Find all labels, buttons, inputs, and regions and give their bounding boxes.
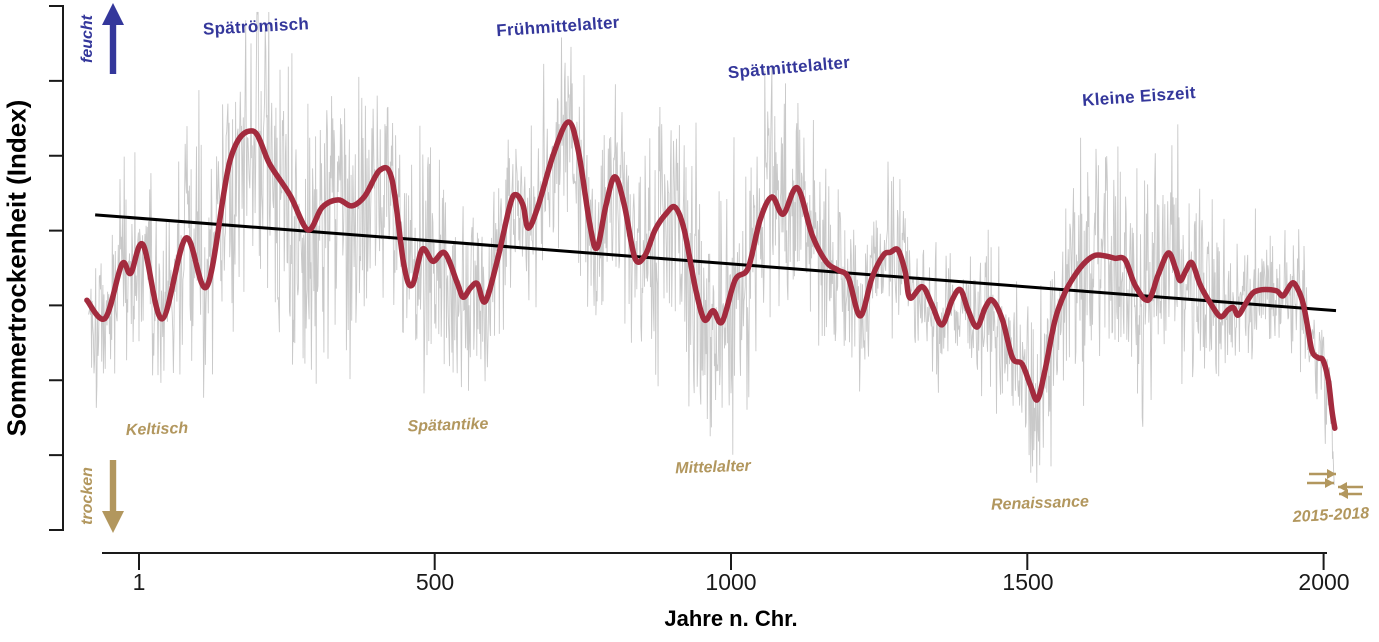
x-axis-title: Jahre n. Chr. xyxy=(664,606,798,631)
highlight-arrow-right-1-head xyxy=(1325,478,1334,488)
x-axis xyxy=(102,552,1327,570)
x-tick-label-1000: 1000 xyxy=(705,569,757,595)
x-tick-label-1: 1 xyxy=(132,569,146,595)
period-label-renaissance: Renaissance xyxy=(990,493,1090,514)
highlight-arrow-left-1-head xyxy=(1339,489,1348,499)
period-label-mittelalter: Mittelalter xyxy=(674,457,752,478)
dry-arrow-icon xyxy=(102,460,124,533)
x-tick-label-2000: 2000 xyxy=(1298,569,1350,595)
y-axis xyxy=(49,5,64,531)
y-axis-title: Sommertrockenheit (Index) xyxy=(1,99,32,437)
dry-direction-label: trocken xyxy=(79,467,96,525)
highlight-arrow-right-0-head xyxy=(1327,469,1336,479)
highlight-arrow-left-0-head xyxy=(1338,482,1347,492)
period-label-keltisch: Keltisch xyxy=(125,419,189,440)
smoothed-curve xyxy=(84,119,1338,431)
x-tick-label-500: 500 xyxy=(415,569,455,595)
wet-arrow-icon xyxy=(102,3,124,74)
annual-series-line xyxy=(88,11,1335,486)
period-label-sp-tantike: Spätantike xyxy=(407,415,489,436)
trend-line xyxy=(95,213,1337,313)
x-tick-label-1500: 1500 xyxy=(1002,569,1054,595)
wet-direction-label: feucht xyxy=(79,15,96,63)
